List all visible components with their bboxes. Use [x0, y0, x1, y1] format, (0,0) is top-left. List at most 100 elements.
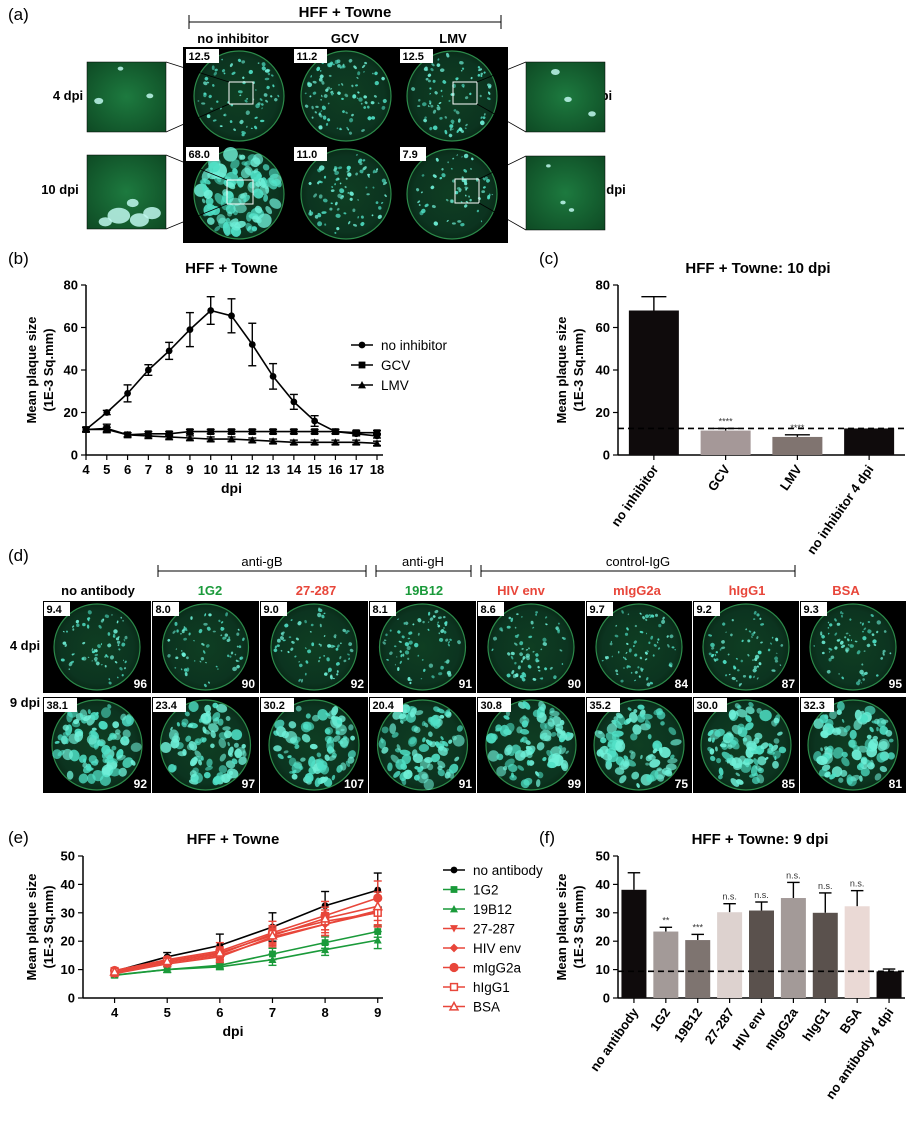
plaque: [235, 659, 239, 662]
plaque: [647, 734, 652, 740]
plaque: [203, 189, 213, 199]
plaque: [413, 774, 420, 781]
plaque: [314, 214, 319, 219]
plaque: [231, 758, 238, 765]
plaque: [252, 153, 264, 165]
plaque: [62, 732, 69, 738]
plaque: [72, 628, 75, 631]
plaque: [735, 708, 748, 718]
plaque: [753, 758, 759, 766]
y-axis-label-line: (1E-3 Sq.mm): [41, 885, 56, 968]
legend-label: no inhibitor: [381, 338, 448, 353]
plaque: [417, 105, 421, 107]
plaque: [876, 752, 887, 763]
plaque: [414, 710, 424, 716]
plaque: [230, 221, 241, 231]
marker-triangle-open: [319, 912, 331, 923]
plaque: [446, 52, 450, 58]
plaque: [367, 175, 370, 178]
marker-square: [373, 429, 381, 437]
plaque: [257, 213, 272, 228]
plaque: [448, 133, 453, 138]
panel-d-size-value: 38.1: [44, 698, 77, 712]
plaque: [304, 619, 307, 624]
plaque: [407, 637, 411, 640]
panel-a-zoom-connector: [165, 203, 228, 230]
plaque: [245, 222, 254, 234]
marker-triangle: [321, 945, 330, 954]
value-box-bg: [370, 602, 396, 616]
plaque: [375, 201, 379, 205]
plaque: [339, 188, 345, 194]
plaque: [418, 99, 421, 102]
plaque: [421, 659, 424, 661]
panel-d-dish: [43, 601, 151, 693]
plaque: [420, 191, 423, 194]
plaque: [421, 721, 426, 727]
plaque: [206, 217, 215, 225]
plaque: [311, 116, 314, 119]
plaque: [122, 729, 131, 738]
y-tick-label: 0: [603, 991, 610, 1006]
plaque: [519, 728, 530, 735]
zoom-frame: [525, 61, 606, 133]
marker-circle: [450, 866, 458, 874]
plaque: [824, 772, 829, 778]
plaque: [773, 717, 780, 724]
plaque: [559, 649, 563, 652]
plaque: [417, 632, 420, 636]
legend-label: mIgG2a: [473, 961, 522, 976]
panel-d-count: 96: [134, 677, 148, 691]
plaque: [834, 618, 837, 622]
plaque: [367, 173, 371, 176]
plaque: [108, 681, 112, 685]
plaque: [397, 630, 401, 634]
plaque: [401, 635, 405, 639]
plaque: [424, 203, 429, 208]
plaque: [429, 617, 434, 621]
value-box-bg: [44, 602, 70, 616]
plaque: [771, 744, 779, 752]
plaque: [199, 660, 202, 663]
plaque: [427, 611, 431, 616]
plaque: [546, 164, 551, 168]
value-box-text: 68.0: [189, 149, 210, 161]
plaque: [846, 774, 853, 785]
plaque: [317, 221, 323, 227]
plaque: [120, 616, 122, 619]
marker-square: [228, 428, 235, 436]
plaque: [496, 766, 507, 777]
plaque: [176, 722, 180, 727]
plaque: [254, 125, 258, 130]
plaque: [445, 638, 449, 642]
plaque: [230, 651, 234, 655]
plaque: [223, 730, 232, 739]
plaque: [866, 734, 872, 740]
plaque: [113, 629, 118, 634]
plaque: [308, 182, 312, 185]
plaque: [336, 644, 340, 648]
plaque: [371, 116, 376, 120]
plaque: [446, 670, 451, 675]
panel-d-size-value: 30.8: [478, 698, 511, 712]
plaque: [294, 744, 300, 750]
plaque: [535, 653, 539, 657]
plaque: [362, 166, 367, 171]
panel-d-dish: [43, 697, 151, 793]
marker-triangle-open: [372, 900, 383, 911]
plaque: [631, 771, 640, 780]
plaque: [850, 639, 853, 642]
plaque: [229, 63, 233, 68]
plaque: [447, 643, 450, 647]
plaque: [317, 709, 329, 721]
x-tick-label: 7: [269, 1005, 276, 1020]
plaque: [334, 201, 338, 206]
x-tick-label: 16: [328, 462, 342, 477]
plaque: [87, 709, 91, 715]
plaque: [483, 113, 486, 116]
plaque: [396, 744, 401, 751]
panel-a-value: 12.5: [186, 49, 219, 63]
x-tick-label: GCV: [705, 462, 734, 494]
plaque: [522, 715, 527, 720]
